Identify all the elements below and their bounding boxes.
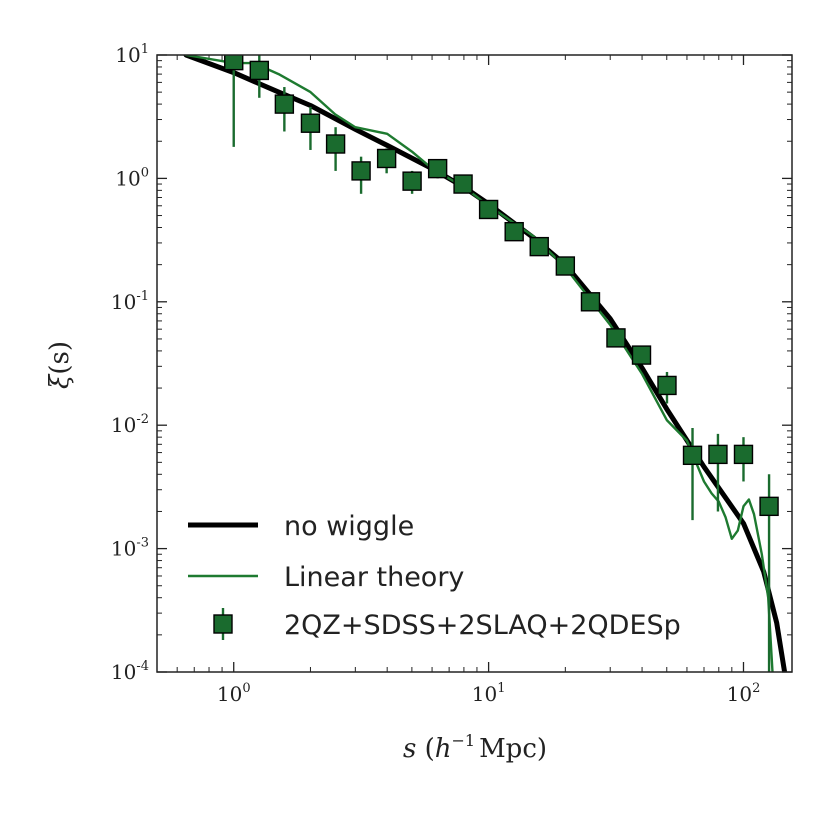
data-point bbox=[427, 158, 448, 179]
y-label-var: ξ bbox=[45, 373, 75, 389]
x-tick-exp: 1 bbox=[497, 681, 505, 696]
y-tick-exp: 1 bbox=[141, 42, 149, 57]
x-tick-base: 10 bbox=[727, 682, 752, 706]
data-point bbox=[453, 174, 473, 194]
y-tick-label: 10-2 bbox=[111, 412, 149, 437]
data-point bbox=[733, 444, 754, 465]
data-point bbox=[555, 256, 576, 276]
data-point bbox=[224, 55, 244, 71]
legend-marker bbox=[213, 614, 233, 634]
data-point bbox=[682, 445, 703, 466]
legend-label: 2QZ+SDSS+2SLAQ+2QDESp bbox=[284, 610, 681, 641]
data-point bbox=[708, 444, 728, 465]
y-tick-label: 100 bbox=[115, 165, 149, 190]
y-tick-base: 10 bbox=[111, 660, 136, 684]
data-point bbox=[529, 236, 549, 257]
x-tick-label: 100 bbox=[217, 681, 251, 706]
y-tick-exp: -4 bbox=[136, 659, 149, 674]
data-point bbox=[631, 345, 652, 365]
x-label-close: ) bbox=[537, 734, 547, 764]
data-point bbox=[606, 328, 626, 348]
y-tick-base: 10 bbox=[111, 537, 136, 561]
y-tick-base: 10 bbox=[115, 166, 140, 190]
y-label-arg: (s) bbox=[45, 341, 75, 375]
x-label-unit: Mpc bbox=[479, 734, 537, 764]
data-point bbox=[376, 148, 397, 169]
y-tick-base: 10 bbox=[111, 413, 136, 437]
data-point bbox=[478, 199, 499, 220]
data-point bbox=[351, 161, 371, 181]
x-label-var: s bbox=[403, 734, 416, 764]
x-axis-label: s (h−1 Mpc) bbox=[403, 731, 547, 764]
y-tick-base: 10 bbox=[115, 43, 140, 67]
y-tick-base: 10 bbox=[111, 290, 136, 314]
legend-label: Linear theory bbox=[284, 562, 464, 593]
y-tick-exp: 0 bbox=[141, 165, 149, 180]
plot-background bbox=[157, 55, 792, 672]
data-point bbox=[274, 94, 295, 114]
x-tick-labels: 100 101 102 bbox=[217, 681, 760, 706]
data-point bbox=[300, 113, 321, 133]
y-tick-exp: -1 bbox=[136, 289, 149, 304]
x-label-open: ( bbox=[425, 734, 435, 764]
y-tick-label: 10-1 bbox=[111, 289, 149, 314]
x-label-unit-exp: −1 bbox=[451, 731, 475, 750]
y-tick-exp: -2 bbox=[136, 412, 149, 427]
y-tick-label: 10-4 bbox=[111, 659, 149, 684]
x-tick-exp: 2 bbox=[752, 681, 760, 696]
x-tick-base: 10 bbox=[217, 682, 242, 706]
data-point bbox=[657, 375, 677, 396]
data-point bbox=[580, 292, 601, 312]
data-point bbox=[325, 134, 346, 154]
data-point bbox=[504, 221, 524, 242]
minor-ticks bbox=[156, 55, 792, 672]
series-layer bbox=[183, 55, 788, 672]
data-point bbox=[759, 496, 779, 517]
y-tick-exp: -3 bbox=[136, 536, 149, 551]
y-axis-label: ξ(s) bbox=[45, 341, 75, 389]
x-tick-label: 102 bbox=[727, 681, 761, 706]
plot-frame bbox=[156, 54, 793, 673]
data-point bbox=[402, 171, 422, 191]
x-tick-label: 101 bbox=[472, 681, 506, 706]
legend-label: no wiggle bbox=[284, 511, 414, 542]
legend: no wiggle Linear theory 2QZ+SDSS+2SLAQ+2QD… bbox=[188, 511, 681, 641]
x-tick-base: 10 bbox=[472, 682, 497, 706]
y-tick-label: 10-3 bbox=[111, 536, 149, 561]
x-label-unit-base: h bbox=[435, 734, 452, 764]
y-tick-label: 101 bbox=[115, 42, 149, 67]
linear-theory-curve bbox=[184, 55, 774, 672]
data-point bbox=[249, 60, 270, 81]
x-tick-exp: 0 bbox=[242, 681, 250, 696]
